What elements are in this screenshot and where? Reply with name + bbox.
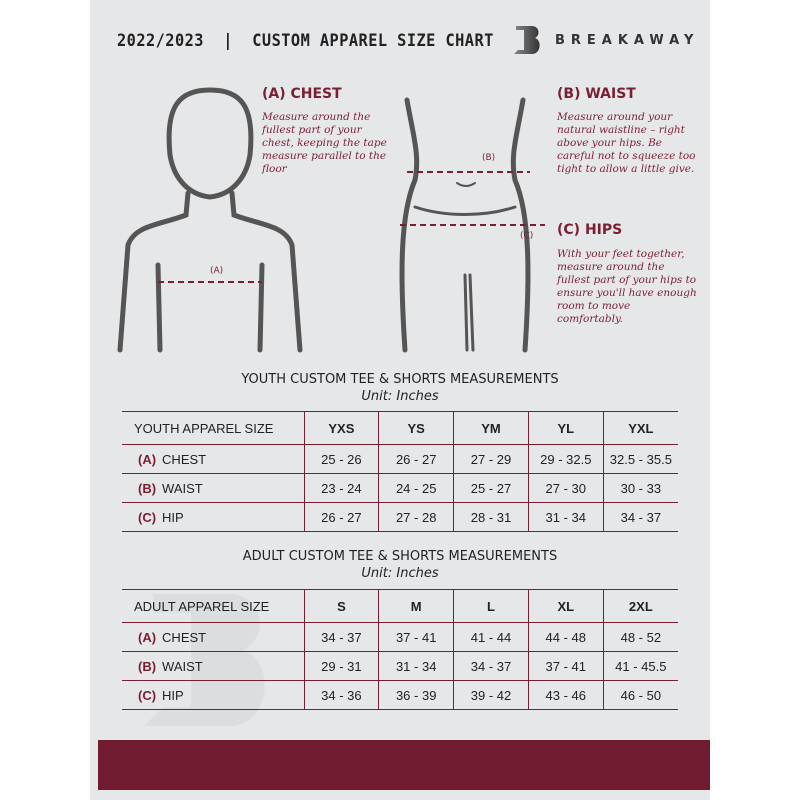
row-label-text: HIP: [162, 687, 184, 703]
youth-table-unit: Unit: Inches: [361, 389, 439, 404]
hips-marker: (C): [520, 231, 534, 241]
table-row: (C) HIP 34 - 36 36 - 39 39 - 42 43 - 46 46 - …: [122, 680, 678, 710]
row-label-text: HIP: [162, 509, 184, 525]
cell: 44 - 48: [527, 622, 604, 652]
header-cell: YXL: [602, 411, 678, 445]
cell: 28 - 31: [453, 502, 529, 532]
header-cell: S: [303, 589, 379, 623]
table-header-row: ADULT APPAREL SIZE S M L XL 2XL: [122, 589, 678, 623]
cell: 48 - 52: [602, 622, 678, 652]
table-row: (B) WAIST 29 - 31 31 - 34 34 - 37 37 - 41 41 …: [122, 651, 678, 681]
cell: 27 - 30: [527, 473, 604, 503]
cell: 36 - 39: [378, 680, 454, 710]
row-label-text: WAIST: [162, 658, 203, 674]
cell: 37 - 41: [527, 651, 604, 681]
cell: 34 - 37: [602, 502, 678, 532]
header-cell: XL: [527, 589, 604, 623]
row-letter: (A): [138, 451, 157, 467]
row-label-text: WAIST: [162, 480, 203, 496]
header-cell: YM: [453, 411, 529, 445]
cell: 39 - 42: [453, 680, 529, 710]
waist-hips-figure-illustration: [399, 97, 545, 353]
adult-size-table: ADULT APPAREL SIZE S M L XL 2XL (A) CHEST…: [122, 589, 678, 710]
cell: 26 - 27: [378, 444, 454, 474]
row-label-text: CHEST: [162, 629, 207, 645]
row-label: (C) HIP: [122, 502, 304, 532]
row-letter: (C): [138, 509, 157, 525]
table-header-row: YOUTH APPAREL SIZE YXS YS YM YL YXL: [122, 411, 678, 445]
waist-marker: (B): [482, 153, 496, 163]
breakaway-logo-icon: [514, 26, 540, 54]
cell: 41 - 45.5: [602, 651, 678, 681]
chest-figure-illustration: [117, 87, 303, 353]
header-cell: ADULT APPAREL SIZE: [122, 589, 304, 623]
header-cell: M: [378, 589, 454, 623]
cell: 34 - 36: [303, 680, 379, 710]
row-label: (B) WAIST: [122, 651, 304, 681]
row-label-text: CHEST: [162, 451, 207, 467]
youth-table-title: YOUTH CUSTOM TEE & SHORTS MEASUREMENTS: [241, 372, 559, 387]
header-cell: L: [453, 589, 529, 623]
chest-instructions: Measure around the fullest part of your …: [262, 111, 387, 175]
brand-name: BREAKAWAY: [555, 33, 700, 48]
row-label: (A) CHEST: [122, 444, 304, 474]
cell: 34 - 37: [453, 651, 529, 681]
row-letter: (A): [138, 629, 157, 645]
size-chart-sheet: 2022/2023 | CUSTOM APPAREL SIZE CHART BR…: [90, 0, 710, 800]
table-row: (A) CHEST 34 - 37 37 - 41 41 - 44 44 - 48 48 …: [122, 622, 678, 652]
adult-table-unit: Unit: Inches: [361, 566, 439, 581]
chest-marker: (A): [210, 266, 224, 276]
cell: 24 - 25: [378, 473, 454, 503]
row-letter: (B): [138, 658, 157, 674]
cell: 41 - 44: [453, 622, 529, 652]
cell: 25 - 27: [453, 473, 529, 503]
row-label: (C) HIP: [122, 680, 304, 710]
adult-table-title: ADULT CUSTOM TEE & SHORTS MEASUREMENTS: [242, 549, 558, 564]
cell: 43 - 46: [527, 680, 604, 710]
header-cell: 2XL: [602, 589, 678, 623]
cell: 29 - 31: [303, 651, 379, 681]
cell: 30 - 33: [602, 473, 678, 503]
hips-instructions: With your feet together, measure around …: [557, 248, 697, 325]
youth-size-table: YOUTH APPAREL SIZE YXS YS YM YL YXL (A) C…: [122, 411, 678, 532]
table-row: (B) WAIST 23 - 24 24 - 25 25 - 27 27 - 30 30 …: [122, 473, 678, 503]
table-row: (C) HIP 26 - 27 27 - 28 28 - 31 31 - 34 34 - …: [122, 502, 678, 532]
cell: 23 - 24: [303, 473, 379, 503]
cell: 31 - 34: [378, 651, 454, 681]
cell: 25 - 26: [303, 444, 379, 474]
page-title: 2022/2023 | CUSTOM APPAREL SIZE CHART: [117, 31, 494, 51]
row-letter: (C): [138, 687, 157, 703]
cell: 46 - 50: [602, 680, 678, 710]
chest-heading: (A) CHEST: [262, 86, 342, 102]
table-row: (A) CHEST 25 - 26 26 - 27 27 - 29 29 - 32.5 3…: [122, 444, 678, 474]
cell: 27 - 29: [453, 444, 529, 474]
row-label: (B) WAIST: [122, 473, 304, 503]
cell: 31 - 34: [527, 502, 604, 532]
row-label: (A) CHEST: [122, 622, 304, 652]
cell: 29 - 32.5: [527, 444, 604, 474]
cell: 32.5 - 35.5: [602, 444, 678, 474]
cell: 26 - 27: [303, 502, 379, 532]
header-cell: YS: [378, 411, 454, 445]
waist-instructions: Measure around your natural waistline – …: [557, 111, 696, 175]
footer-band: [98, 740, 710, 790]
cell: 37 - 41: [378, 622, 454, 652]
waist-heading: (B) WAIST: [557, 86, 636, 102]
header-cell: YXS: [303, 411, 379, 445]
header-cell: YOUTH APPAREL SIZE: [122, 411, 304, 445]
hips-heading: (C) HIPS: [557, 222, 623, 238]
header-cell: YL: [527, 411, 604, 445]
cell: 27 - 28: [378, 502, 454, 532]
row-letter: (B): [138, 480, 157, 496]
cell: 34 - 37: [303, 622, 379, 652]
